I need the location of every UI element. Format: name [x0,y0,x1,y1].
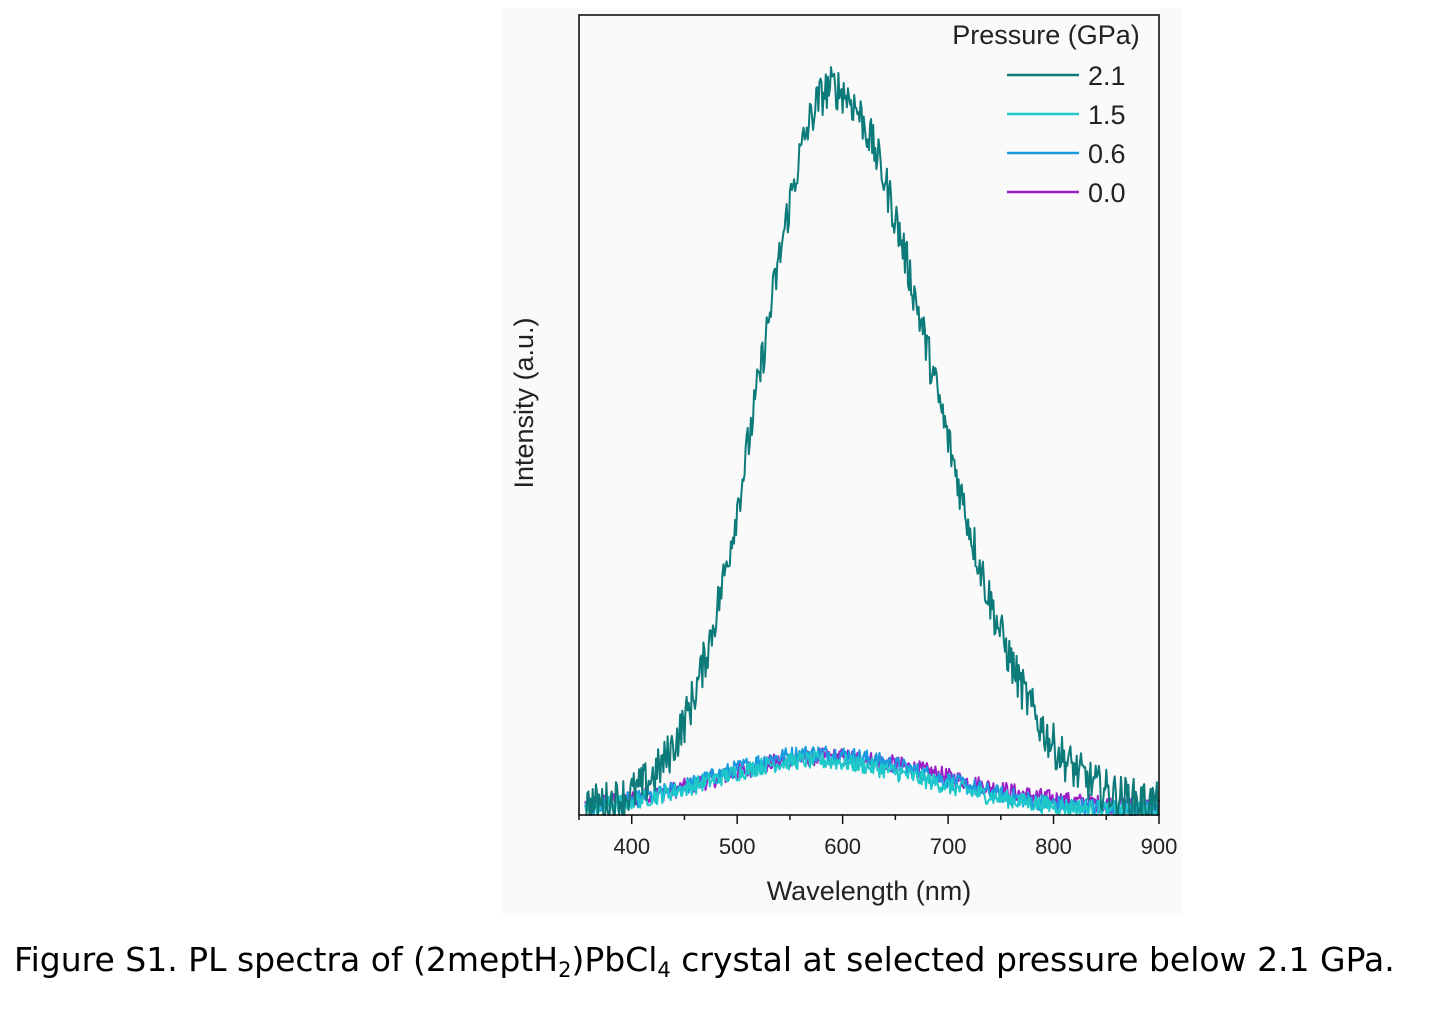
x-axis-ticks: 400 500 600 700 800 900 [578,815,1178,859]
legend-items: 2.1 1.5 0.6 0.0 [1007,61,1126,208]
legend-label: 0.6 [1088,139,1126,169]
pl-spectra-chart: 400 500 600 700 800 900 Wavelength (nm) Inten… [509,14,1178,906]
series-layer [584,66,1160,816]
series-line-2.1 [585,66,1159,816]
caption-middle: )PbCl [571,940,658,979]
x-axis-label: Wavelength (nm) [767,876,972,906]
legend-label: 2.1 [1088,61,1126,91]
x-tick-label: 800 [1035,834,1072,859]
plot-frame [578,14,1160,816]
figure-panel: 400 500 600 700 800 900 Wavelength (nm) Inten… [503,8,1183,916]
legend-label: 1.5 [1088,100,1126,130]
legend-label: 0.0 [1088,178,1126,208]
x-tick-label: 500 [719,834,756,859]
caption-subscript-h: 2 [558,958,572,982]
x-tick-label: 700 [930,834,967,859]
legend-title: Pressure (GPa) [952,20,1140,50]
x-tick-label: 600 [824,834,861,859]
y-axis-label: Intensity (a.u.) [509,317,539,488]
x-tick-label: 900 [1141,834,1178,859]
caption-suffix: crystal at selected pressure below 2.1 G… [670,940,1395,979]
legend: Pressure (GPa) 2.1 1.5 0.6 0.0 [952,20,1140,208]
series-line-1.5 [584,750,1160,816]
caption-subscript-cl: 4 [657,958,671,982]
figure-caption: Figure S1. PL spectra of (2meptH2)PbCl4 … [14,940,1434,982]
x-tick-label: 400 [613,834,650,859]
caption-prefix: Figure S1. PL spectra of (2meptH [14,940,559,979]
